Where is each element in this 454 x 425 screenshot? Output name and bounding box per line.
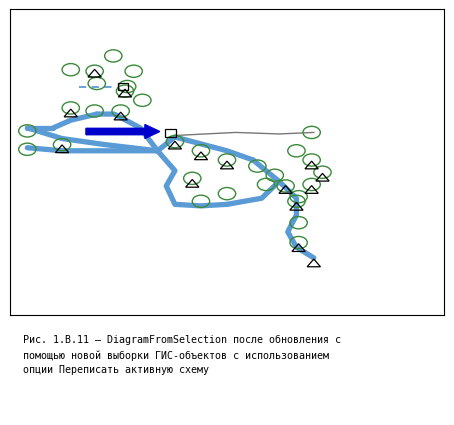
Bar [118, 83, 128, 90]
FancyArrow shape [86, 125, 160, 139]
Text: Рис. 1.B.11 – DiagramFromSelection после обновления с
помощью новой выборки ГИС-: Рис. 1.B.11 – DiagramFromSelection после… [23, 335, 341, 375]
Bar [165, 129, 176, 137]
